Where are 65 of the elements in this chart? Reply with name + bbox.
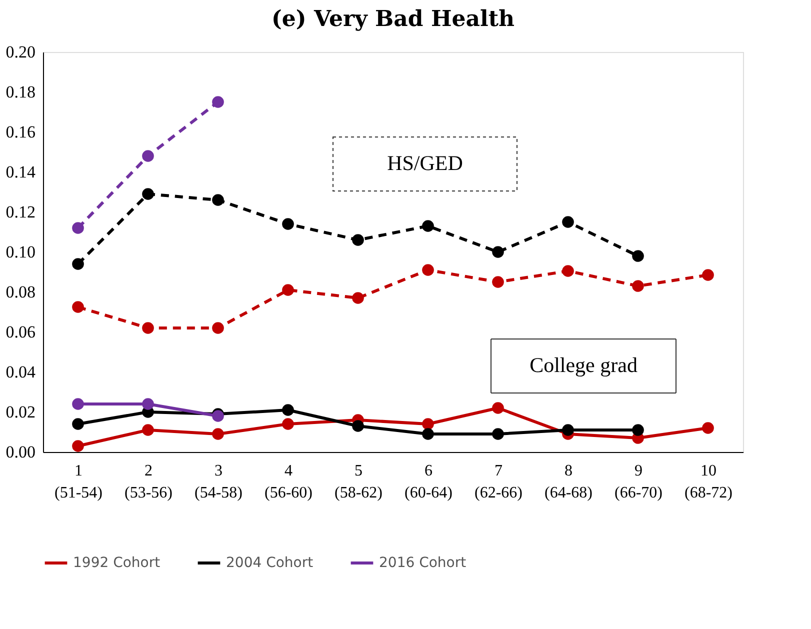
point [422, 428, 434, 440]
chart-title: (e) Very Bad Health [272, 6, 515, 32]
legend-label: 1992 Cohort [73, 555, 161, 571]
legend-label: 2016 Cohort [379, 555, 467, 571]
x-tick-label: 5 (58-62) [334, 462, 382, 502]
point [352, 292, 364, 304]
point [72, 301, 84, 313]
y-tick-label: 0.12 [6, 202, 36, 222]
y-tick-label: 0.04 [6, 362, 36, 382]
y-tick-label: 0.10 [6, 242, 36, 262]
x-tick-label: 10 (68-72) [684, 462, 732, 502]
point [282, 418, 294, 430]
point [702, 422, 714, 434]
point [282, 284, 294, 296]
point [142, 322, 154, 334]
annotation: College grad [530, 353, 638, 377]
y-tick-label: 0.18 [6, 82, 36, 102]
point [422, 418, 434, 430]
point [282, 218, 294, 230]
point [72, 398, 84, 410]
point [72, 440, 84, 452]
x-tick-label: 1 (51-54) [54, 462, 102, 502]
point [562, 265, 574, 277]
y-tick-label: 0.00 [6, 442, 36, 462]
point [142, 150, 154, 162]
point [492, 246, 504, 258]
point [632, 424, 644, 436]
y-tick-label: 0.20 [6, 42, 36, 62]
point [212, 194, 224, 206]
point [632, 280, 644, 292]
x-tick-label: 9 (66-70) [614, 462, 662, 502]
point [142, 188, 154, 200]
point [142, 398, 154, 410]
point [422, 264, 434, 276]
point [422, 220, 434, 232]
x-tick-label: 7 (62-66) [474, 462, 522, 502]
y-tick-label: 0.08 [6, 282, 36, 302]
x-tick-label: 6 (60-64) [404, 462, 452, 502]
point [702, 269, 714, 281]
point [632, 250, 644, 262]
y-tick-label: 0.02 [6, 402, 36, 422]
point [142, 424, 154, 436]
y-tick-label: 0.14 [6, 162, 36, 182]
point [212, 96, 224, 108]
x-tick-label: 2 (53-56) [124, 462, 172, 502]
point [212, 428, 224, 440]
point [212, 322, 224, 334]
point [562, 216, 574, 228]
point [72, 258, 84, 270]
x-tick-label: 4 (56-60) [264, 462, 312, 502]
annotation: HS/GED [387, 151, 463, 175]
point [352, 234, 364, 246]
point [352, 420, 364, 432]
point [72, 222, 84, 234]
point [492, 428, 504, 440]
legend-label: 2004 Cohort [226, 555, 314, 571]
x-tick-label: 8 (64-68) [544, 462, 592, 502]
y-tick-label: 0.16 [6, 122, 36, 142]
y-tick-label: 0.06 [6, 322, 36, 342]
point [72, 418, 84, 430]
point [492, 402, 504, 414]
x-tick-label: 3 (54-58) [194, 462, 242, 502]
point [492, 276, 504, 288]
point [562, 424, 574, 436]
point [282, 404, 294, 416]
